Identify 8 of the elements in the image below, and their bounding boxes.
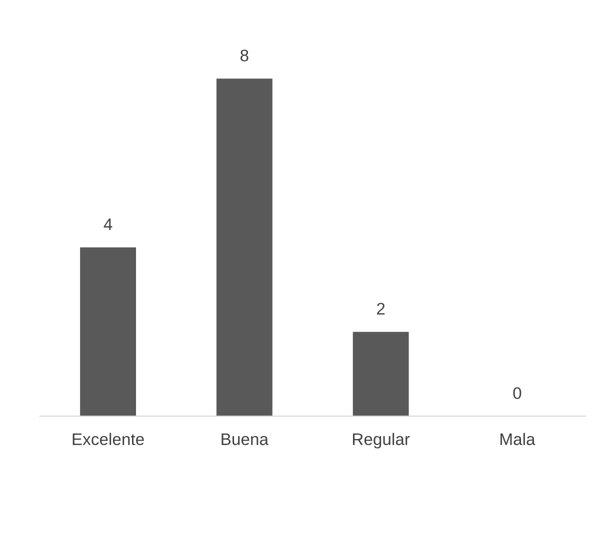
x-tick-label: Excelente [72, 432, 144, 446]
data-label: 2 [377, 302, 385, 314]
x-tick-label: Buena [222, 434, 269, 446]
data-label: 0 [513, 387, 522, 400]
x-tick-label: Mala [500, 432, 536, 446]
data-label: 4 [104, 218, 112, 230]
data-label: 8 [240, 50, 248, 62]
x-tick-label: Regular [353, 432, 410, 448]
